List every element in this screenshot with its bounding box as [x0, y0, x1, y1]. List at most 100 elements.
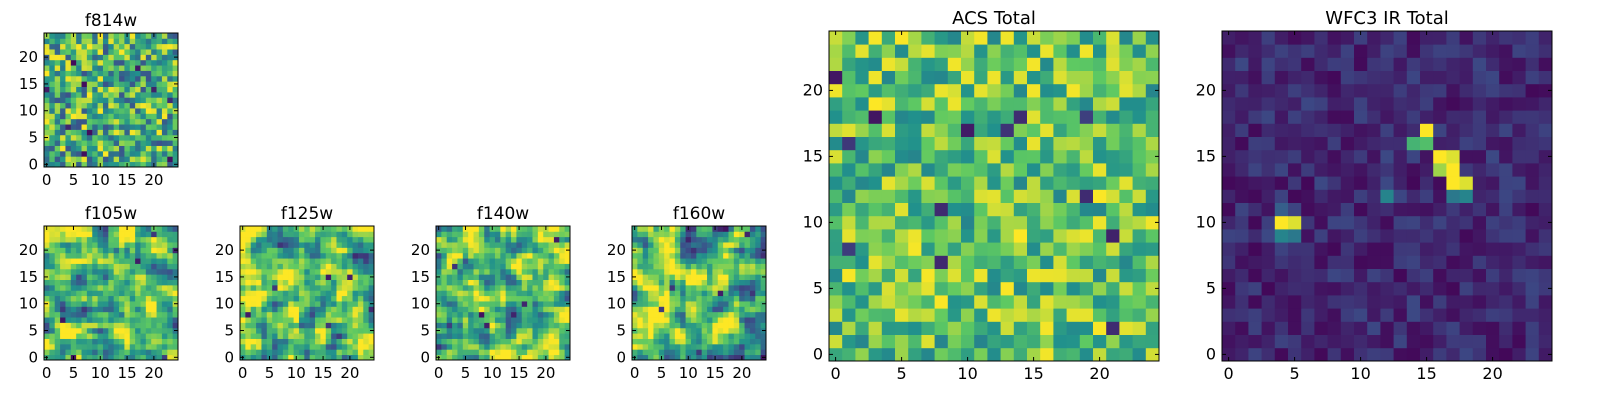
heatmap-cell	[532, 252, 539, 259]
heatmap-cell	[881, 123, 896, 137]
heatmap-cell	[921, 295, 935, 309]
heatmap-cell	[947, 295, 962, 309]
heatmap-cell	[167, 124, 174, 130]
heatmap-cell	[947, 321, 962, 335]
heatmap-cell	[1525, 202, 1540, 217]
heatmap-cell	[1106, 163, 1120, 177]
heatmap-cell	[685, 284, 692, 291]
heatmap-cell	[690, 301, 697, 307]
heatmap-cell	[97, 301, 104, 307]
heatmap-cell	[842, 83, 856, 98]
heatmap-cell	[642, 301, 649, 307]
heatmap-cell	[559, 301, 566, 307]
heatmap-cell	[97, 247, 104, 254]
heatmap-cell	[140, 226, 147, 232]
heatmap-cell	[987, 189, 1001, 203]
heatmap-cell	[113, 33, 120, 39]
heatmap-cell	[717, 333, 724, 339]
heatmap-cell	[690, 290, 697, 297]
heatmap-cell	[245, 231, 252, 238]
heatmap-cell	[341, 236, 348, 243]
heatmap-cell	[1525, 215, 1540, 230]
heatmap-cell	[76, 274, 82, 280]
heatmap-cell	[277, 333, 284, 339]
heatmap-cell	[749, 279, 756, 286]
heatmap-cell	[60, 338, 66, 345]
heatmap-cell	[282, 258, 289, 264]
heatmap-cell	[1354, 57, 1368, 71]
heatmap-cell	[65, 306, 72, 313]
heatmap-cell	[1222, 123, 1236, 137]
heatmap-cell	[331, 333, 337, 339]
heatmap-cell	[145, 311, 152, 318]
heatmap-cell	[760, 252, 767, 259]
heatmap-cell	[728, 301, 735, 307]
heatmap-cell	[457, 252, 464, 259]
heatmap-cell	[505, 306, 512, 313]
heatmap-cell	[145, 102, 152, 109]
heatmap-cell	[261, 268, 268, 275]
heatmap-cell	[167, 242, 174, 248]
heatmap-cell	[129, 327, 136, 334]
heatmap-cell	[543, 290, 549, 297]
heatmap-cell	[1420, 31, 1434, 45]
heatmap-cell	[1235, 70, 1249, 85]
heatmap-cell	[648, 327, 654, 334]
heatmap-cell	[119, 33, 125, 39]
heatmap-cell	[1406, 295, 1421, 309]
heatmap-cell	[868, 295, 883, 309]
heatmap-cell	[987, 308, 1001, 322]
heatmap-cell	[1027, 176, 1041, 190]
heatmap-cell	[637, 247, 644, 254]
heatmap-cell	[119, 54, 125, 61]
heatmap-cell	[511, 252, 517, 259]
heatmap-cell	[1472, 110, 1487, 124]
heatmap-cell	[723, 333, 729, 339]
heatmap-cell	[749, 236, 756, 243]
heatmap-cell	[749, 349, 756, 356]
heatmap-cell	[1499, 163, 1513, 177]
heatmap-cell	[648, 295, 654, 302]
heatmap-cell	[65, 59, 72, 66]
heatmap-cell	[446, 354, 453, 361]
heatmap-cell	[441, 301, 448, 307]
heatmap-cell	[1222, 242, 1236, 256]
heatmap-cell	[648, 263, 654, 270]
heatmap-cell	[1040, 215, 1054, 230]
heatmap-cell	[293, 236, 300, 243]
heatmap-cell	[309, 226, 316, 232]
heatmap-cell	[272, 274, 278, 280]
heatmap-cell	[140, 65, 147, 71]
heatmap-cell	[102, 150, 109, 157]
heatmap-cell	[842, 97, 856, 111]
heatmap-cell	[282, 327, 289, 334]
heatmap-cell	[60, 43, 66, 50]
heatmap-cell	[92, 349, 98, 356]
heatmap-cell	[1512, 97, 1526, 111]
heatmap-cell	[1420, 136, 1434, 151]
heatmap-cell	[266, 306, 273, 313]
heatmap-cell	[135, 247, 141, 254]
heatmap-cell	[1248, 308, 1262, 322]
heatmap-cell	[1486, 57, 1500, 71]
heatmap-cell	[1433, 44, 1447, 58]
heatmap-cell	[457, 333, 464, 339]
heatmap-cell	[1301, 281, 1315, 296]
x-tick-label: 0	[238, 364, 248, 382]
x-tick-label: 0	[630, 364, 640, 382]
heatmap-cell	[664, 354, 670, 361]
heatmap-cell	[161, 338, 168, 345]
heatmap-cell	[250, 333, 257, 339]
heatmap-cell	[1132, 149, 1147, 164]
heatmap-cell	[119, 322, 125, 329]
heatmap-cell	[532, 354, 539, 361]
heatmap-cell	[1472, 242, 1487, 256]
heatmap-cell	[293, 284, 300, 291]
heatmap-cell	[1248, 281, 1262, 296]
heatmap-cell	[1406, 70, 1421, 85]
heatmap-cell	[102, 33, 109, 39]
heatmap-cell	[347, 268, 353, 275]
heatmap-cell	[119, 354, 125, 361]
heatmap-cell	[1053, 321, 1067, 335]
heatmap-cell	[54, 242, 61, 248]
